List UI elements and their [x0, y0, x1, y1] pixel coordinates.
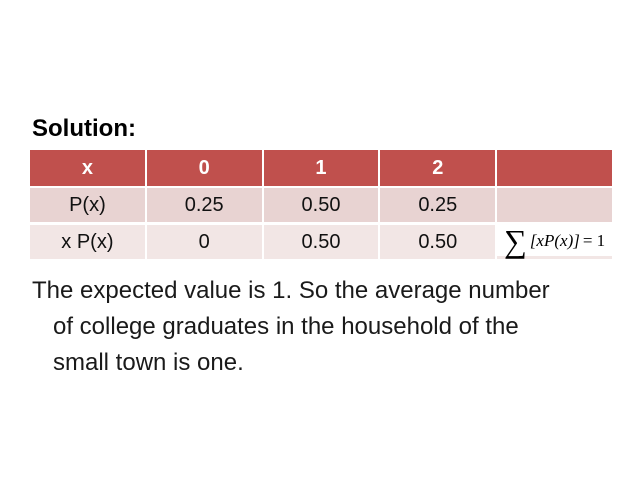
header-cell-1: 1	[263, 150, 379, 186]
cell-formula: ∑ [xP(x)] = 1	[497, 225, 612, 259]
solution-heading: Solution:	[32, 115, 136, 142]
cell-px-val-1: 0.50	[263, 188, 379, 222]
cell-xpx-val-2: 0.50	[380, 225, 496, 259]
probability-table: x 0 1 2 P(x) 0.25 0.50 0.25 x P(x) 0 0.5…	[30, 150, 612, 259]
table-row-xpx: x P(x) 0 0.50 0.50 ∑ [xP(x)] = 1	[30, 225, 612, 259]
cell-px-label: P(x)	[30, 188, 145, 222]
cell-px-val-2: 0.25	[380, 188, 496, 222]
cell-xpx-val-0: 0	[146, 225, 262, 259]
cell-px-val-0: 0.25	[146, 188, 262, 222]
header-cell-0: 0	[146, 150, 262, 186]
sigma-symbol: ∑	[504, 225, 527, 259]
conclusion-line-1: The expected value is 1. So the average …	[32, 277, 550, 304]
formula-expression: [xP(x)]	[529, 230, 580, 250]
conclusion-line-2: of college graduates in the household of…	[53, 313, 519, 340]
cell-xpx-label: x P(x)	[30, 225, 145, 259]
formula-result: = 1	[582, 230, 606, 250]
summation-formula: ∑ [xP(x)] = 1	[497, 225, 612, 259]
table-row-px: P(x) 0.25 0.50 0.25	[30, 188, 612, 222]
cell-px-empty	[497, 188, 612, 222]
header-cell-x: x	[30, 150, 145, 186]
cell-xpx-val-1: 0.50	[263, 225, 379, 259]
header-cell-2: 2	[380, 150, 496, 186]
header-cell-empty	[497, 150, 612, 186]
conclusion-line-3: small town is one.	[53, 349, 244, 376]
conclusion-text: The expected value is 1. So the average …	[32, 273, 622, 381]
table-header-row: x 0 1 2	[30, 150, 612, 186]
